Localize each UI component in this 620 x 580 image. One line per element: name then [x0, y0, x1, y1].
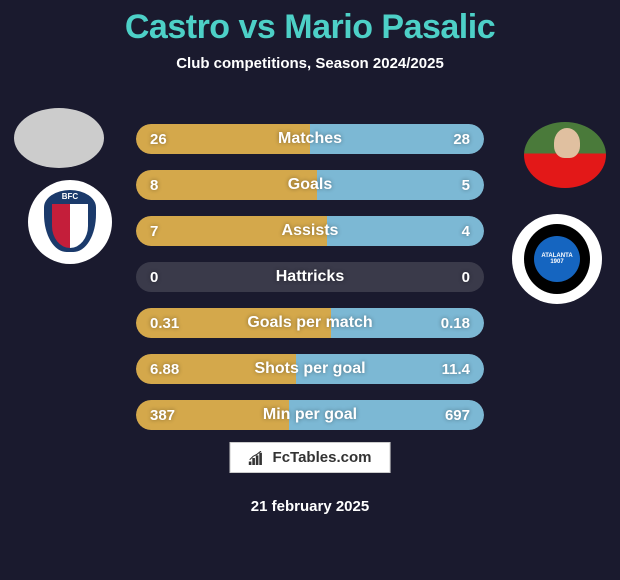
stat-label: Hattricks: [136, 262, 484, 292]
page-title: Castro vs Mario Pasalic: [0, 0, 620, 47]
stat-row: 00Hattricks: [136, 262, 484, 292]
club-logo-left: [28, 180, 112, 264]
stat-row: 0.310.18Goals per match: [136, 308, 484, 338]
atalanta-text: ATALANTA1907: [541, 253, 572, 265]
brand-badge[interactable]: FcTables.com: [230, 442, 391, 473]
stat-row: 74Assists: [136, 216, 484, 246]
stat-row: 6.8811.4Shots per goal: [136, 354, 484, 384]
subtitle: Club competitions, Season 2024/2025: [0, 55, 620, 72]
stat-row: 85Goals: [136, 170, 484, 200]
player-photo-left: [14, 108, 104, 168]
fctables-icon: [249, 451, 267, 465]
stat-label: Shots per goal: [136, 354, 484, 384]
stat-label: Matches: [136, 124, 484, 154]
atalanta-crest-icon: ATALANTA1907: [524, 224, 590, 294]
club-logo-right: ATALANTA1907: [512, 214, 602, 304]
stat-row: 2628Matches: [136, 124, 484, 154]
date-label: 21 february 2025: [0, 498, 620, 515]
brand-text: FcTables.com: [273, 449, 372, 466]
stats-comparison: 2628Matches 85Goals 74Assists 00Hattricks 0.…: [136, 124, 484, 446]
stat-label: Goals per match: [136, 308, 484, 338]
player-photo-right: [524, 122, 606, 188]
stat-label: Goals: [136, 170, 484, 200]
stat-label: Min per goal: [136, 400, 484, 430]
bologna-crest-icon: [44, 190, 96, 252]
stat-row: 387697Min per goal: [136, 400, 484, 430]
stat-label: Assists: [136, 216, 484, 246]
